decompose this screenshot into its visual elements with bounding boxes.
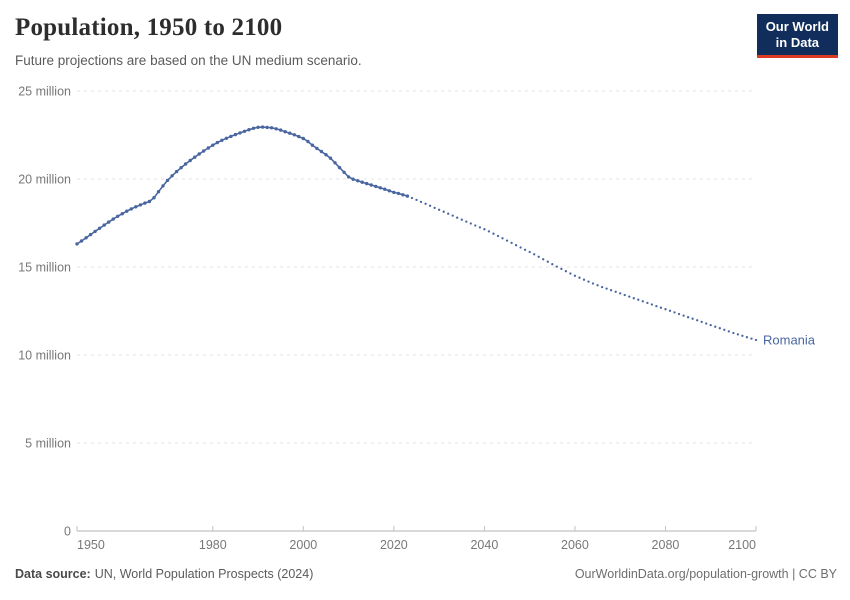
credit-link[interactable]: OurWorldinData.org/population-growth | C… — [574, 567, 837, 581]
x-axis-label: 2060 — [561, 538, 589, 552]
owid-logo-line1: Our World — [765, 19, 829, 34]
x-axis-label: 2040 — [470, 538, 498, 552]
y-axis-label: 5 million — [25, 437, 71, 451]
x-axis-label: 1980 — [199, 538, 227, 552]
x-axis-label: 2080 — [652, 538, 680, 552]
y-axis-label: 15 million — [18, 261, 71, 275]
y-axis-label: 20 million — [18, 173, 71, 187]
data-source-label: Data source: — [15, 567, 91, 581]
data-source-text: UN, World Population Prospects (2024) — [94, 567, 314, 581]
chart-subtitle: Future projections are based on the UN m… — [15, 53, 362, 68]
y-axis-label: 25 million — [18, 85, 71, 99]
historical-year-markers — [75, 125, 410, 246]
line-series-historical[interactable] — [76, 126, 408, 245]
owid-logo-line2: in Data — [775, 34, 820, 50]
x-axis-label: 2000 — [289, 538, 317, 552]
x-axis-label: 2100 — [728, 538, 756, 552]
entity-label-romania: Romania — [763, 333, 816, 348]
y-axis-label: 0 — [64, 525, 71, 539]
owid-logo[interactable]: Our World in Data — [756, 14, 838, 58]
x-axis-label: 1950 — [77, 538, 105, 552]
projection-dotted-series[interactable] — [410, 196, 758, 342]
chart-footer: Data source: UN, World Population Prospec… — [15, 567, 837, 581]
y-axis-label: 10 million — [18, 349, 71, 363]
chart-title: Population, 1950 to 2100 — [15, 14, 283, 41]
data-source: Data source: UN, World Population Prospec… — [15, 567, 313, 581]
x-axis-label: 2020 — [380, 538, 408, 552]
